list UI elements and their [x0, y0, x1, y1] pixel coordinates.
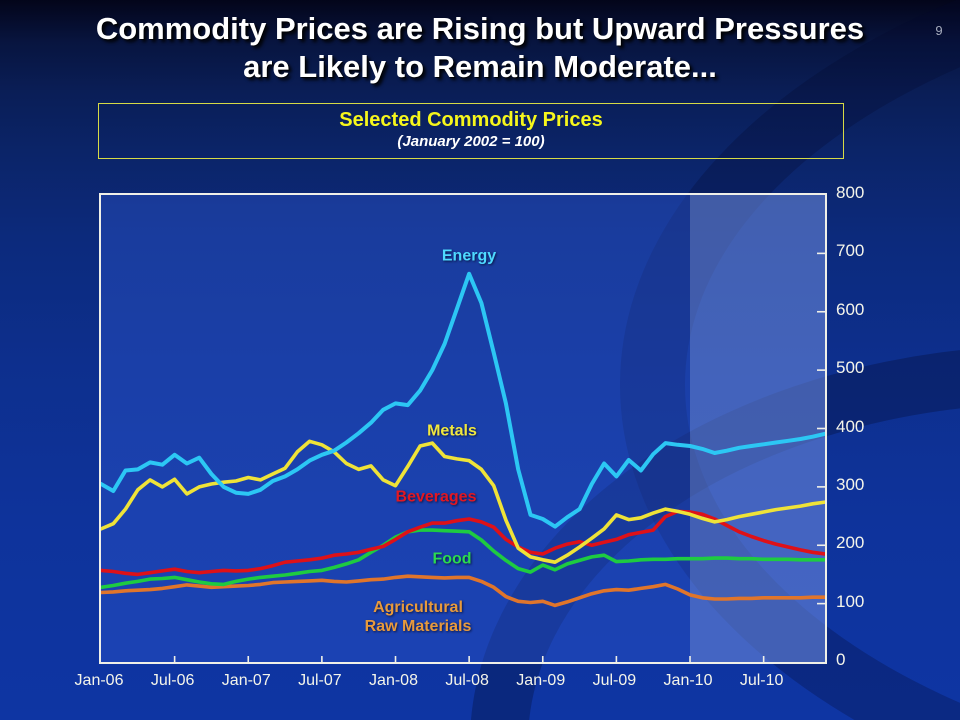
- x-axis-label-jan-07: Jan-07: [221, 672, 271, 689]
- y-axis-label-0: 0: [836, 650, 846, 669]
- series-line-agricultural-raw-materials: [101, 574, 825, 608]
- x-axis-label-jul-06: Jul-06: [150, 672, 195, 689]
- series-line-beverages: [101, 509, 825, 577]
- x-axis-label-jan-09: Jan-09: [516, 672, 566, 689]
- x-axis-label-jul-07: Jul-07: [298, 672, 342, 689]
- chart-title: Selected Commodity Prices: [339, 109, 603, 131]
- chart-plot-area: [99, 193, 827, 664]
- series-label-agricultural-line2: Raw Materials: [364, 618, 472, 635]
- slide-title-line1: Commodity Prices are Rising but Upward P…: [95, 11, 865, 46]
- x-axis-label-jan-06: Jan-06: [74, 672, 124, 689]
- y-axis-label-700: 700: [836, 241, 865, 261]
- y-axis-label-600: 600: [836, 299, 865, 319]
- series-label-food: Food: [432, 550, 472, 568]
- chart-subtitle: (January 2002 = 100): [397, 133, 545, 150]
- page-number: 9: [935, 23, 943, 38]
- slide-title-line2: are Likely to Remain Moderate...: [243, 49, 717, 84]
- series-line-energy: [101, 271, 825, 529]
- y-axis-label-400: 400: [836, 416, 865, 436]
- y-axis-label-200: 200: [836, 533, 865, 553]
- y-axis-label-800: 800: [836, 183, 865, 202]
- x-axis-label-jan-10: Jan-10: [663, 672, 713, 689]
- series-label-agricultural-raw-materials: Agricultural Raw Materials: [365, 598, 472, 636]
- x-axis-label-jul-08: Jul-08: [445, 672, 489, 689]
- y-axis-label-500: 500: [836, 358, 865, 378]
- chart-series-canvas: [101, 252, 825, 662]
- y-axis-label-300: 300: [836, 474, 865, 494]
- y-axis-label-100: 100: [836, 591, 865, 611]
- series-label-beverages: Beverages: [395, 488, 477, 506]
- series-line-food: [101, 528, 825, 590]
- chart-header-box: Selected Commodity Prices (January 2002 …: [98, 103, 844, 159]
- x-axis-label-jan-08: Jan-08: [369, 672, 418, 689]
- x-axis-label-jul-09: Jul-09: [592, 672, 637, 689]
- series-label-metals: Metals: [427, 422, 477, 440]
- series-label-energy: Energy: [441, 247, 497, 265]
- series-label-agricultural-line1: Agricultural: [373, 599, 463, 616]
- forecast-shaded-region: [690, 195, 825, 662]
- x-axis-label-jul-10: Jul-10: [739, 672, 784, 689]
- slide-title: Commodity Prices are Rising but Upward P…: [0, 10, 960, 86]
